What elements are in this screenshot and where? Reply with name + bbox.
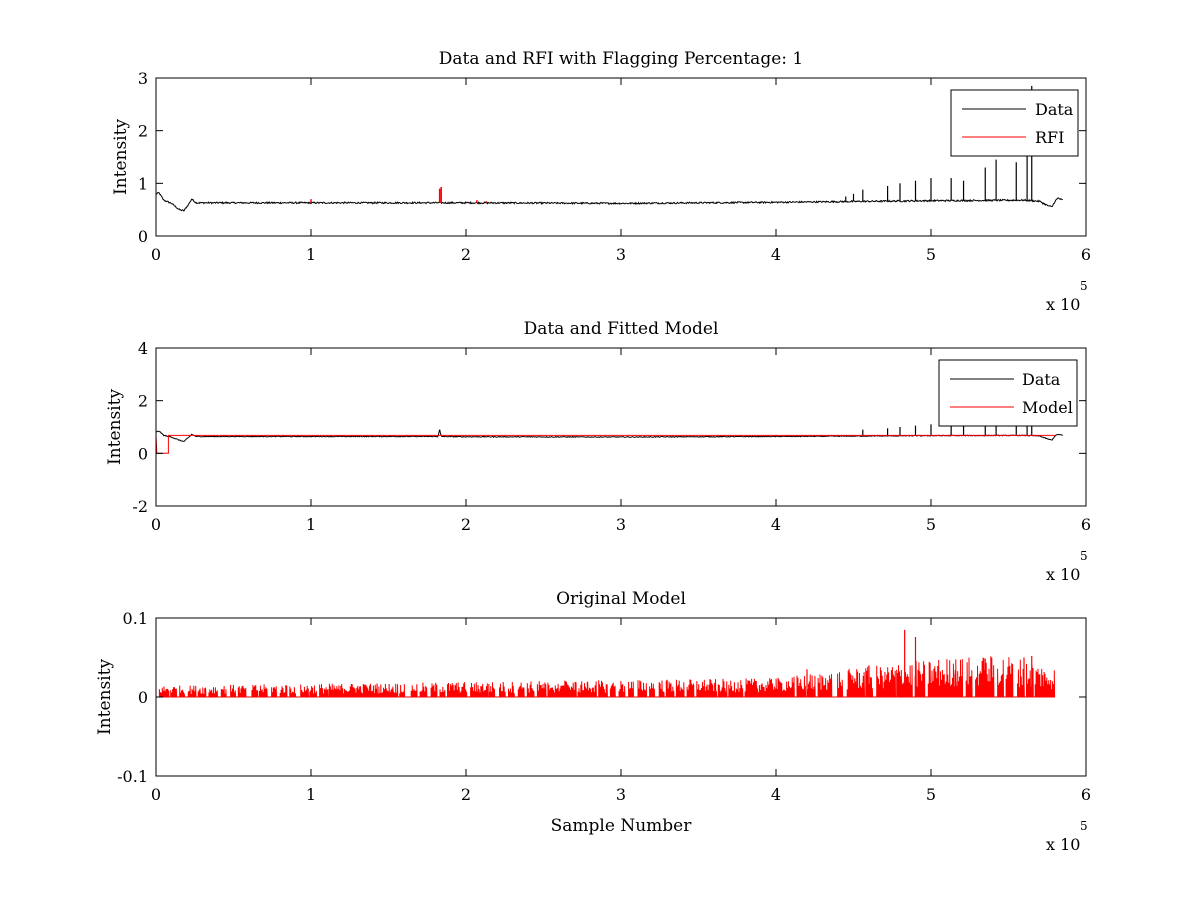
x-tick-label: 2 xyxy=(461,245,471,264)
x-tick-label: 3 xyxy=(616,785,626,804)
panel-2-title: Data and Fitted Model xyxy=(524,319,719,339)
panel-3: Original Model 0 1 2 3 4 5 6-0.100.1 Intensity… xyxy=(95,589,1091,854)
panel-1-exponent-base: x 10 xyxy=(1046,295,1080,314)
panel-1-x-exponent: x 10 5 xyxy=(1046,279,1088,314)
panel-2-legend: Data Model xyxy=(938,359,1078,427)
panel-3-ylabel: Intensity xyxy=(95,659,115,735)
panel-1-exponent-power: 5 xyxy=(1080,279,1088,293)
data-series-line xyxy=(155,191,1063,212)
panel-2-plot-area xyxy=(155,378,1063,454)
y-tick-label: 0 xyxy=(138,444,148,463)
x-tick-label: 3 xyxy=(616,245,626,264)
panel-2-x-exponent: x 10 5 xyxy=(1046,549,1088,584)
panel-3-exponent-base: x 10 xyxy=(1046,835,1080,854)
y-tick-label: 1 xyxy=(138,174,148,193)
panel-1-plot-area xyxy=(155,85,1063,212)
y-tick-label: -0.1 xyxy=(117,767,148,786)
panel-3-plot-area xyxy=(158,629,1056,698)
y-tick-label: 0 xyxy=(138,227,148,246)
panel-2-exponent-base: x 10 xyxy=(1046,565,1080,584)
x-tick-label: 6 xyxy=(1081,245,1091,264)
y-tick-label: 0.1 xyxy=(123,609,148,628)
x-tick-label: 0 xyxy=(151,245,161,264)
legend-label-model: Model xyxy=(1022,398,1073,417)
panel-1-ticks: 0 1 2 3 4 5 6 0 1 2 3 xyxy=(138,69,1091,264)
model-series-line xyxy=(158,656,1056,698)
panel-3-xlabel: Sample Number xyxy=(551,816,693,836)
x-tick-label: 3 xyxy=(616,515,626,534)
panel-1-legend-box xyxy=(950,89,1079,157)
x-tick-label: 0 xyxy=(151,515,161,534)
x-tick-label: 0 xyxy=(151,785,161,804)
x-tick-label: 2 xyxy=(461,785,471,804)
model-series-line xyxy=(155,434,1055,454)
x-tick-label: 1 xyxy=(306,245,316,264)
x-tick-label: 5 xyxy=(926,785,936,804)
panel-2-ylabel: Intensity xyxy=(105,389,125,465)
panel-1-title: Data and RFI with Flagging Percentage: 1 xyxy=(439,49,803,69)
y-tick-label: -2 xyxy=(132,497,148,516)
x-tick-label: 6 xyxy=(1081,785,1091,804)
y-tick-label: 2 xyxy=(138,122,148,141)
x-tick-label: 5 xyxy=(926,515,936,534)
y-tick-label: 0 xyxy=(138,688,148,707)
panel-1-legend: Data RFI xyxy=(950,89,1079,157)
panel-3-ticks: 0 1 2 3 4 5 6-0.100.1 xyxy=(117,609,1091,804)
panel-1-axes-box xyxy=(155,77,1087,237)
panel-2-exponent-power: 5 xyxy=(1080,549,1088,563)
x-tick-label: 1 xyxy=(306,785,316,804)
panel-2-legend-box xyxy=(938,359,1078,427)
panel-1-ylabel: Intensity xyxy=(111,119,131,195)
x-tick-label: 4 xyxy=(771,785,781,804)
y-tick-label: 4 xyxy=(138,339,148,358)
x-tick-label: 2 xyxy=(461,515,471,534)
x-tick-label: 6 xyxy=(1081,515,1091,534)
legend-label-rfi: RFI xyxy=(1035,128,1064,147)
legend-label-data: Data xyxy=(1035,100,1074,119)
panel-3-x-exponent: x 10 5 xyxy=(1046,819,1088,854)
legend-label-data: Data xyxy=(1022,370,1061,389)
y-tick-label: 2 xyxy=(138,392,148,411)
x-tick-label: 4 xyxy=(771,245,781,264)
x-tick-label: 4 xyxy=(771,515,781,534)
y-tick-label: 3 xyxy=(138,69,148,88)
panel-1: Data and RFI with Flagging Percentage: 1… xyxy=(111,49,1091,314)
panel-3-exponent-power: 5 xyxy=(1080,819,1088,833)
x-tick-label: 5 xyxy=(926,245,936,264)
panel-3-title: Original Model xyxy=(556,589,686,609)
x-tick-label: 1 xyxy=(306,515,316,534)
